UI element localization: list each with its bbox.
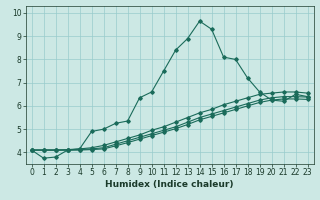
X-axis label: Humidex (Indice chaleur): Humidex (Indice chaleur) xyxy=(105,180,234,189)
